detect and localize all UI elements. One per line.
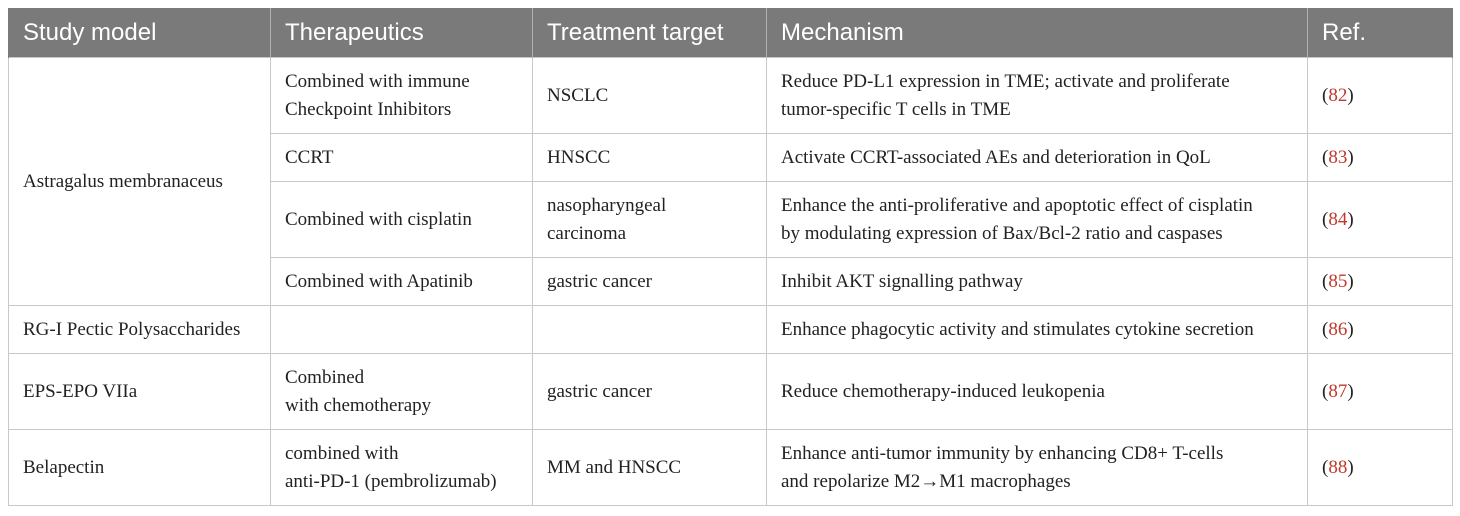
mechanism-cell: Enhance phagocytic activity and stimulat…	[766, 305, 1308, 354]
mechanism-cell: Enhance the anti-proliferative and apopt…	[766, 181, 1308, 258]
ref-cell: (84)	[1307, 181, 1453, 258]
target-cell: nasopharyngeal carcinoma	[532, 181, 767, 258]
ref-link[interactable]: 84	[1328, 208, 1348, 230]
ref-link[interactable]: 87	[1328, 380, 1348, 402]
table-row: EPS-EPO VIIa Combined with chemotherapy g…	[8, 353, 1453, 430]
data-table: Study model Therapeutics Treatment targe…	[8, 8, 1453, 506]
table-container: Study model Therapeutics Treatment targe…	[8, 8, 1453, 506]
header-ref: Ref.	[1307, 8, 1453, 58]
ref-link[interactable]: 82	[1328, 84, 1348, 106]
ref-link[interactable]: 88	[1328, 456, 1348, 478]
header-study-model: Study model	[8, 8, 271, 58]
mechanism-line: by modulating expression of Bax/Bcl-2 ra…	[781, 222, 1223, 244]
ref-cell: (85)	[1307, 257, 1453, 306]
mechanism-cell: Inhibit AKT signalling pathway	[766, 257, 1308, 306]
mechanism-line: and repolarize M2→M1 macrophages	[781, 470, 1071, 492]
ref-link[interactable]: 85	[1328, 270, 1348, 292]
mechanism-line: Enhance anti-tumor immunity by enhancing…	[781, 442, 1224, 464]
header-therapeutics: Therapeutics	[270, 8, 533, 58]
therapeutics-cell: Combined with immune Checkpoint Inhibitor…	[270, 57, 533, 134]
table-row: Astragalus membranaceus Combined with im…	[8, 57, 1453, 306]
mechanism-line: Reduce PD-L1 expression in TME; activate…	[781, 70, 1230, 92]
study-model-cell: Astragalus membranaceus	[8, 57, 271, 306]
header-mechanism: Mechanism	[766, 8, 1308, 58]
table-row: Combined with cisplatin nasopharyngeal ca…	[9, 181, 1453, 258]
ref-cell: (82)	[1307, 57, 1453, 134]
ref-link[interactable]: 83	[1328, 146, 1348, 168]
target-line: nasopharyngeal	[547, 194, 667, 216]
table-row: Belapectin combined with anti-PD-1 (pembr…	[8, 429, 1453, 506]
mechanism-cell: Reduce PD-L1 expression in TME; activate…	[766, 57, 1308, 134]
ref-cell: (86)	[1307, 305, 1453, 354]
table-row: RG-I Pectic Polysaccharides Enhance phag…	[8, 305, 1453, 354]
therapeutics-cell: combined with anti-PD-1 (pembrolizumab)	[270, 429, 533, 506]
mechanism-cell: Reduce chemotherapy-induced leukopenia	[766, 353, 1308, 430]
ref-cell: (87)	[1307, 353, 1453, 430]
therapeutics-cell: CCRT	[270, 133, 533, 182]
therapeutics-cell: Combined with Apatinib	[270, 257, 533, 306]
target-cell: MM and HNSCC	[532, 429, 767, 506]
therapeutics-cell: Combined with chemotherapy	[270, 353, 533, 430]
table-row: Combined with Apatinib gastric cancer In…	[9, 257, 1453, 306]
mechanism-line: tumor-specific T cells in TME	[781, 98, 1011, 120]
therapeutics-line: Combined	[285, 366, 365, 388]
therapeutics-cell	[270, 305, 533, 354]
therapeutics-cell: Combined with cisplatin	[270, 181, 533, 258]
study-model-cell: Belapectin	[8, 429, 271, 506]
ref-cell: (83)	[1307, 133, 1453, 182]
header-row: Study model Therapeutics Treatment targe…	[8, 8, 1453, 58]
mechanism-cell: Activate CCRT-associated AEs and deterio…	[766, 133, 1308, 182]
therapeutics-line: combined with	[285, 442, 399, 464]
mechanism-line: Enhance the anti-proliferative and apopt…	[781, 194, 1253, 216]
mechanism-cell: Enhance anti-tumor immunity by enhancing…	[766, 429, 1308, 506]
target-line: carcinoma	[547, 222, 627, 244]
target-cell: HNSCC	[532, 133, 767, 182]
ref-link[interactable]: 86	[1328, 318, 1348, 340]
ref-cell: (88)	[1307, 429, 1453, 506]
table-row: CCRT HNSCC Activate CCRT-associated AEs …	[9, 133, 1453, 182]
target-cell: gastric cancer	[532, 353, 767, 430]
target-cell	[532, 305, 767, 354]
target-cell: NSCLC	[532, 57, 767, 134]
therapeutics-line: anti-PD-1 (pembrolizumab)	[285, 470, 497, 492]
therapeutics-line: Checkpoint Inhibitors	[285, 98, 452, 120]
therapeutics-line: Combined with immune	[285, 70, 470, 92]
therapeutics-line: with chemotherapy	[285, 394, 432, 416]
study-model-cell: RG-I Pectic Polysaccharides	[8, 305, 271, 354]
study-model-cell: EPS-EPO VIIa	[8, 353, 271, 430]
target-cell: gastric cancer	[532, 257, 767, 306]
header-treatment-target: Treatment target	[532, 8, 767, 58]
